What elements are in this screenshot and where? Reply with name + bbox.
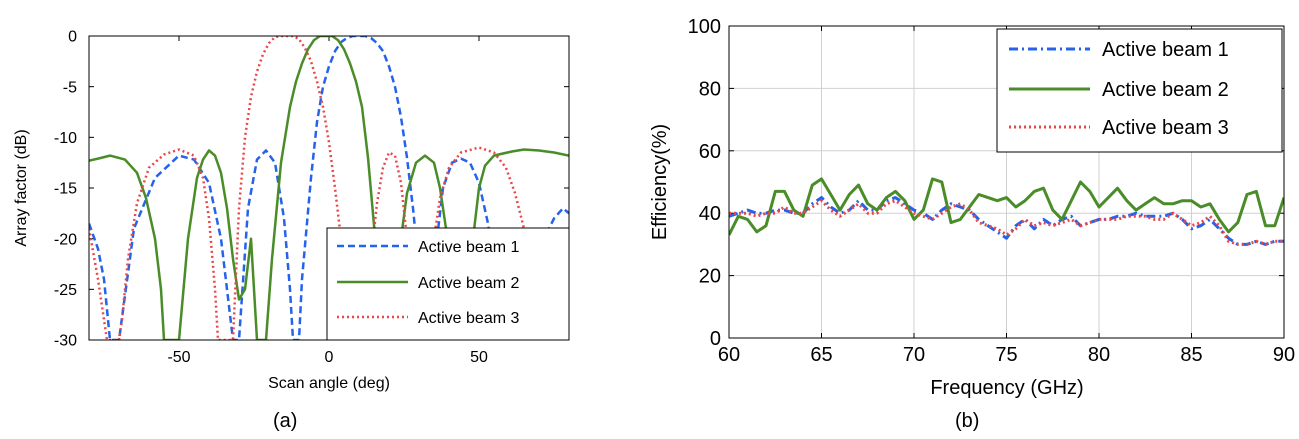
x-tick-label: 80 [1088,344,1110,366]
chart-b-ylabel: Efficiency(%) [649,124,671,240]
y-tick-label: 0 [710,328,721,350]
y-tick-label: -30 [54,333,77,350]
x-tick-label: -50 [167,349,190,366]
x-tick-label: 50 [470,349,488,366]
caption-b: (b) [955,410,980,432]
series-line-2 [89,36,569,340]
y-tick-label: -15 [54,181,77,198]
x-tick-label: 70 [903,344,925,366]
x-tick-label: 60 [718,344,740,366]
chart-a: -50 0 50 0 -5 -10 -15 -20 -25 -30 Scan angle (deg… [13,29,570,392]
series-line-1 [729,196,1284,246]
x-tick-label: 0 [325,349,334,366]
chart-b-xlabel: Frequency (GHz) [930,377,1083,399]
series-line-1 [89,36,569,340]
caption-a: (a) [273,410,298,432]
chart-b: 60 65 70 75 80 85 90 0 20 40 60 80 100 Frequency (GH… [649,16,1296,399]
y-tick-label: 40 [699,203,721,225]
chart-b-tick-labels: 60 65 70 75 80 85 90 0 20 40 60 80 100 [688,16,1296,366]
y-tick-label: 20 [699,266,721,288]
chart-a-series [89,36,569,340]
chart-a-legend-label-2: Active beam 2 [418,275,519,292]
series-line-2 [729,177,1284,236]
chart-a-xlabel: Scan angle (deg) [268,375,390,392]
y-tick-label: -25 [54,282,77,299]
chart-b-frame [728,25,1285,339]
x-tick-label: 65 [810,344,832,366]
y-tick-label: -5 [63,79,77,96]
chart-a-tick-labels: -50 0 50 0 -5 -10 -15 -20 -25 -30 [54,29,488,366]
y-tick-label: 100 [688,16,721,38]
chart-a-legend-label-3: Active beam 3 [418,310,519,327]
x-tick-label: 75 [995,344,1017,366]
y-tick-label: 60 [699,141,721,163]
y-tick-label: 0 [68,29,77,46]
chart-b-legend-label-1: Active beam 1 [1102,39,1229,61]
x-tick-label: 90 [1273,344,1295,366]
y-tick-label: -20 [54,231,77,248]
chart-a-legend-box [326,227,570,341]
x-tick-label: 85 [1180,344,1202,366]
chart-a-legend-label-1: Active beam 1 [418,239,519,256]
y-tick-label: -10 [54,130,77,147]
chart-a-ylabel: Array factor (dB) [13,129,30,246]
chart-b-legend: Active beam 1 Active beam 2 Active beam … [996,28,1283,153]
series-line-3 [89,36,569,340]
chart-b-legend-label-2: Active beam 2 [1102,79,1229,101]
chart-b-legend-label-3: Active beam 3 [1102,117,1229,139]
chart-a-legend: Active beam 1 Active beam 2 Active beam … [326,227,570,341]
y-tick-label: 80 [699,78,721,100]
chart-b-series [729,177,1284,246]
series-line-3 [729,199,1284,246]
